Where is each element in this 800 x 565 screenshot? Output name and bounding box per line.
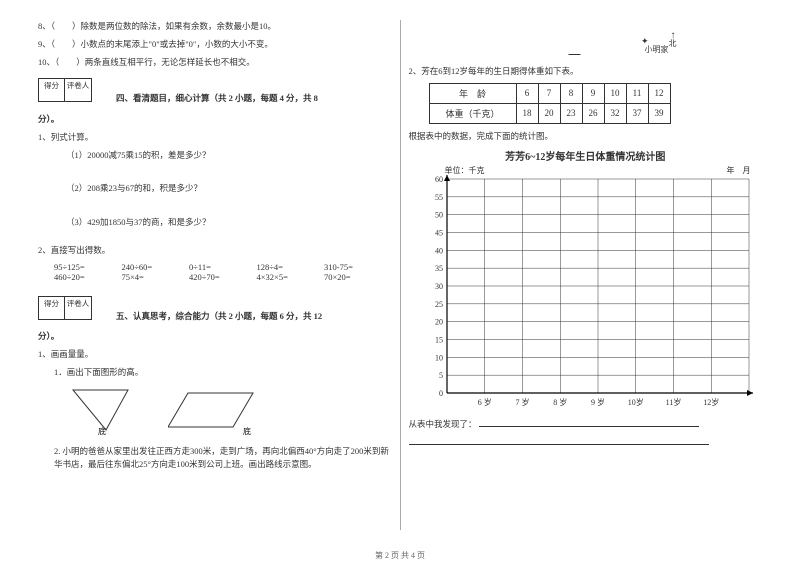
problem-2: 2、直接写出得数。 bbox=[38, 244, 392, 257]
findings-label: 从表中我发现了： bbox=[409, 419, 477, 429]
table-cell: 12 bbox=[648, 83, 670, 103]
table-cell: 11 bbox=[626, 83, 648, 103]
table-cell: 39 bbox=[648, 103, 670, 123]
weight-table: 年 龄 6 7 8 9 10 11 12 体重（千克） 18 20 23 26 … bbox=[429, 83, 671, 124]
svg-text:5: 5 bbox=[439, 371, 443, 380]
svg-text:30: 30 bbox=[435, 282, 443, 291]
table-cell: 7 bbox=[538, 83, 560, 103]
problem-5-2: 2. 小明的爸爸从家里出发往正西方走300米，走到广场，再向北偏西40°方向走了… bbox=[38, 445, 392, 472]
table-cell: 26 bbox=[582, 103, 604, 123]
problem-1-3: （3）429加1850与37的商，和是多少？ bbox=[38, 216, 392, 229]
grader-label: 评卷人 bbox=[65, 79, 91, 101]
calc-cell: 0÷11= bbox=[189, 262, 257, 272]
question-9: 9、（ ）小数点的末尾添上"0"或去掉"0"，小数的大小不变。 bbox=[38, 38, 392, 51]
triangle-shape: 底 bbox=[68, 385, 138, 435]
svg-text:20: 20 bbox=[435, 317, 443, 326]
home-line bbox=[569, 46, 581, 55]
grader-label: 评卷人 bbox=[65, 297, 91, 319]
section-5-title: 五、认真思考，综合能力（共 2 小题，每题 6 分，共 12 bbox=[116, 311, 322, 321]
question-2-intro: 2、芳在6到12岁每年的生日期得体重如下表。 bbox=[409, 65, 763, 78]
parallelogram-shape: 底 bbox=[168, 385, 258, 435]
para-base-label: 底 bbox=[243, 426, 251, 435]
svg-text:10岁: 10岁 bbox=[627, 397, 643, 407]
calc-cell: 70×20= bbox=[324, 272, 392, 282]
svg-text:45: 45 bbox=[435, 228, 443, 237]
svg-text:25: 25 bbox=[435, 299, 443, 308]
findings-blank-1 bbox=[479, 417, 699, 427]
question-8: 8、（ ）除数是两位数的除法，如果有余数，余数最小是10。 bbox=[38, 20, 392, 33]
calc-cell: 310-75= bbox=[324, 262, 392, 272]
chart-date-label: 年 月 bbox=[727, 165, 751, 176]
table-cell: 10 bbox=[604, 83, 626, 103]
svg-text:11岁: 11岁 bbox=[665, 397, 681, 407]
compass-diagram: ↑ 北 ✦ 小明家 bbox=[569, 20, 689, 55]
calc-row-1: 95÷125= 240÷60= 0÷11= 128÷4= 310-75= bbox=[38, 262, 392, 272]
fen-label-5: 分）。 bbox=[38, 331, 59, 341]
table-cell: 32 bbox=[604, 103, 626, 123]
table-cell: 18 bbox=[516, 103, 538, 123]
svg-text:50: 50 bbox=[435, 210, 443, 219]
svg-text:60: 60 bbox=[435, 175, 443, 184]
calc-cell: 4×32×5= bbox=[257, 272, 325, 282]
findings-blank-2 bbox=[409, 435, 763, 449]
svg-text:0: 0 bbox=[439, 389, 443, 398]
section-4-title: 四、看清题目，细心计算（共 2 小题，每题 4 分，共 8 bbox=[116, 93, 318, 103]
table-cell: 20 bbox=[538, 103, 560, 123]
calc-cell: 128÷4= bbox=[257, 262, 325, 272]
page-footer: 第 2 页 共 4 页 bbox=[0, 550, 800, 561]
svg-text:10: 10 bbox=[435, 353, 443, 362]
table-row: 体重（千克） 18 20 23 26 32 37 39 bbox=[429, 103, 670, 123]
table-row: 年 龄 6 7 8 9 10 11 12 bbox=[429, 83, 670, 103]
chart-ylabel: 单位：千克 bbox=[445, 165, 485, 176]
svg-text:8 岁: 8 岁 bbox=[553, 397, 567, 407]
triangle-base-label: 底 bbox=[98, 426, 106, 435]
svg-text:7 岁: 7 岁 bbox=[515, 397, 529, 407]
svg-text:35: 35 bbox=[435, 264, 443, 273]
home-dot-label: 小明家 bbox=[645, 44, 669, 55]
calc-cell: 240÷60= bbox=[122, 262, 190, 272]
calc-cell: 420÷70= bbox=[189, 272, 257, 282]
svg-text:9 岁: 9 岁 bbox=[591, 397, 605, 407]
svg-text:15: 15 bbox=[435, 335, 443, 344]
calc-row-2: 460÷20= 75×4= 420÷70= 4×32×5= 70×20= bbox=[38, 272, 392, 282]
weight-chart: 单位：千克 年 月 0 5 10 15 20 25 30 35 40 45 50 55 60 6 岁 7 岁… bbox=[419, 163, 759, 413]
problem-5-1: 1、画画量量。 bbox=[38, 348, 392, 361]
calc-cell: 75×4= bbox=[122, 272, 190, 282]
table-cell: 6 bbox=[516, 83, 538, 103]
chart-title: 芳芳6~12岁每年生日体重情况统计图 bbox=[409, 148, 763, 163]
svg-text:55: 55 bbox=[435, 192, 443, 201]
fen-label-4: 分）。 bbox=[38, 114, 59, 124]
problem-1: 1、列式计算。 bbox=[38, 131, 392, 144]
table-cell: 年 龄 bbox=[429, 83, 516, 103]
chart-grid: 0 5 10 15 20 25 30 35 40 45 50 55 60 6 岁 7 岁 8 岁 9 岁 10岁 1… bbox=[419, 163, 759, 413]
table-note: 根据表中的数据，完成下面的统计图。 bbox=[409, 130, 763, 143]
calc-cell: 95÷125= bbox=[54, 262, 122, 272]
table-cell: 37 bbox=[626, 103, 648, 123]
problem-1-2: （2）208乘23与67的和，积是多少？ bbox=[38, 182, 392, 195]
problem-1-1: （1）20000减75乘15的积，差是多少？ bbox=[38, 149, 392, 162]
north-label: 北 bbox=[669, 38, 677, 49]
svg-text:12岁: 12岁 bbox=[703, 397, 719, 407]
score-label: 得分 bbox=[39, 79, 65, 101]
table-cell: 体重（千克） bbox=[429, 103, 516, 123]
problem-5-1-sub: 1．画出下面图形的高。 bbox=[38, 366, 392, 379]
question-10: 10、（ ）两条直线互相平行，无论怎样延长也不相交。 bbox=[38, 56, 392, 69]
table-cell: 8 bbox=[560, 83, 582, 103]
score-box-4: 得分 评卷人 bbox=[38, 78, 92, 102]
svg-text:6 岁: 6 岁 bbox=[477, 397, 491, 407]
svg-text:40: 40 bbox=[435, 246, 443, 255]
findings: 从表中我发现了： bbox=[409, 417, 763, 431]
score-label: 得分 bbox=[39, 297, 65, 319]
table-cell: 23 bbox=[560, 103, 582, 123]
score-box-5: 得分 评卷人 bbox=[38, 296, 92, 320]
calc-cell: 460÷20= bbox=[54, 272, 122, 282]
table-cell: 9 bbox=[582, 83, 604, 103]
